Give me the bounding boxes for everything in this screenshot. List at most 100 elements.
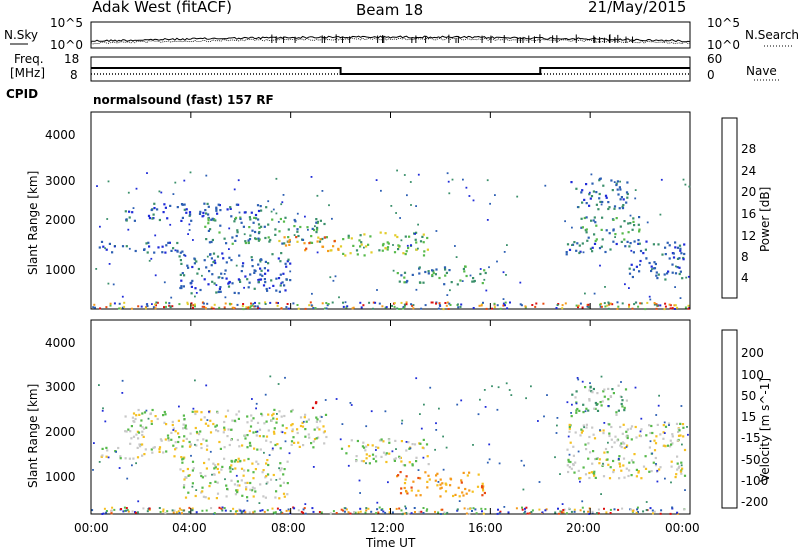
power-cell [471,280,474,283]
velocity-ground-cell [191,507,194,510]
power-cell [214,261,217,265]
power-ground-cell [212,307,215,310]
velocity-cell [607,398,610,401]
velocity-cell [194,494,197,498]
power-cell [254,237,257,240]
velocity-cell [614,435,617,438]
power-cell [408,235,411,238]
velocity-cell [138,443,141,446]
power-cell [153,207,156,210]
velocity-ground-cell [468,512,471,515]
velocity-ground-cell [357,511,360,514]
velocity-ground-cell [570,510,573,513]
velocity-sparse-cell [497,386,500,389]
power-ground-cell [402,307,405,310]
power-cell [349,252,352,255]
velocity-cell [468,471,471,474]
power-ground-cell [190,302,193,305]
power-ground-cell [325,302,328,304]
power-cell [339,245,343,248]
velocity-cell [585,423,588,426]
power-cell [350,237,353,240]
velocity-sparse-cell [422,456,425,459]
velocity-cell [663,444,666,447]
velocity-cell [272,430,276,433]
power-ground-cell [445,304,448,307]
power-cell [102,245,105,248]
velocity-cell [270,419,273,422]
velocity-cell [654,464,658,467]
power-ytick-2000: 2000 [45,213,76,227]
velocity-cell [601,400,604,403]
velocity-cell [302,444,305,447]
velocity-ground-cell [271,507,274,510]
power-ground-cell [258,302,261,305]
power-ground-cell [250,302,252,305]
velocity-cell [674,476,677,479]
velocity-cell [577,469,580,472]
velocity-cell [273,432,276,435]
power-sparse-cell [243,286,245,289]
velocity-sparse-cell [395,448,397,450]
velocity-cell [292,436,295,439]
power-sparse-cell [488,266,490,269]
velocity-ground-cell [426,508,429,511]
power-cell [323,222,326,226]
velocity-cell [203,416,206,419]
power-ground-cell [202,302,205,305]
power-sparse-cell [660,178,663,181]
velocity-sparse-cell [263,451,265,454]
power-ground-cell [639,302,642,305]
power-cell [678,257,681,260]
velocity-sparse-cell [435,422,437,425]
velocity-cell [250,414,253,417]
power-cell [228,280,231,284]
power-cell [262,284,266,287]
velocity-cell [362,441,365,444]
velocity-cell [224,415,227,418]
velocity-cell [251,489,254,492]
velocity-cell [662,437,665,440]
velocity-ground-cell [434,510,436,513]
power-cell [310,235,313,238]
power-cell [403,271,407,274]
power-ground-cell [105,306,108,309]
velocity-ground-cell [469,507,471,510]
velocity-cell [259,483,262,486]
power-ground-cell [331,301,334,304]
power-ground-cell [669,307,672,310]
velocity-cell [322,425,325,428]
velocity-cell [394,457,397,460]
power-cell [626,181,629,184]
velocity-cell [655,435,658,438]
power-ytick-1000: 1000 [45,263,76,277]
power-ground-cell [628,303,631,306]
velocity-cell [236,491,239,494]
velocity-cell [263,422,266,425]
velocity-cell [246,496,249,499]
velocity-ground-cell [91,509,94,512]
power-cell [198,212,202,215]
velocity-ground-cell [105,510,108,512]
velocity-ground-cell [158,507,161,509]
velocity-cell [137,408,140,412]
velocity-cell [229,467,232,470]
power-ground-cell [156,301,159,304]
velocity-cell [623,476,626,479]
velocity-sparse-cell [349,402,352,404]
noise-sky-trace [90,35,691,43]
power-ground-cell [140,305,143,308]
velocity-cell [202,438,205,441]
velocity-cell [568,425,571,428]
velocity-cell [303,416,306,419]
velocity-ground-cell [375,512,378,515]
power-cell [321,237,324,241]
power-ground-cell [656,304,659,307]
velocity-cell [681,423,685,426]
velocity-cell [182,414,185,417]
velocity-cell [595,403,598,406]
power-cell [250,211,253,214]
power-cell [586,239,589,242]
velocity-cell [223,457,226,460]
power-cell [257,218,260,221]
